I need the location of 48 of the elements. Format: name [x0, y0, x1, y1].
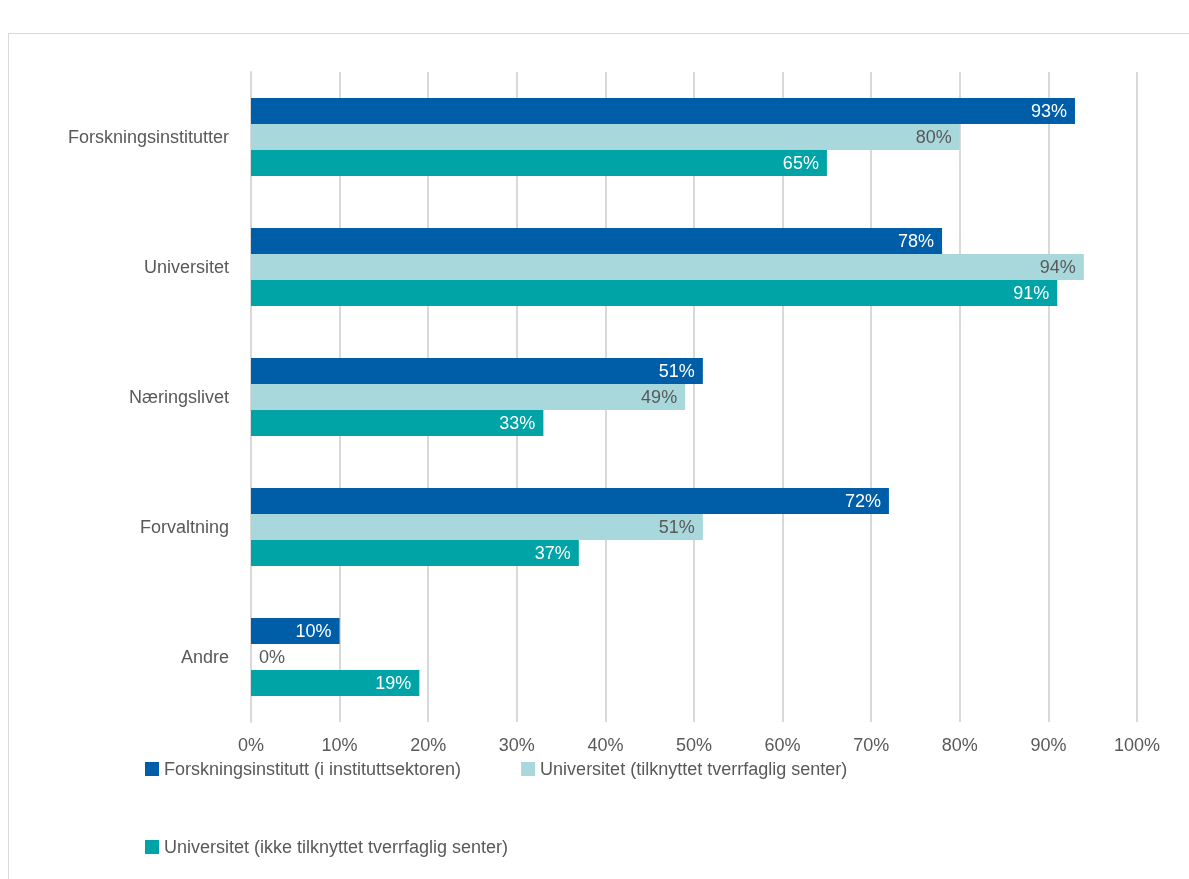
bar: [251, 124, 960, 150]
data-label: 37%: [534, 543, 571, 563]
data-label: 72%: [844, 491, 881, 511]
x-tick-label: 20%: [410, 735, 447, 755]
bar: [251, 150, 827, 176]
x-tick-label: 70%: [853, 735, 890, 755]
data-label: 49%: [641, 387, 678, 407]
bar: [251, 618, 340, 644]
bar: [251, 228, 943, 254]
y-tick-label: Forskningsinstitutter: [67, 127, 229, 147]
bar: [251, 358, 703, 384]
bar: [251, 514, 703, 540]
data-label: 51%: [658, 517, 695, 537]
legend-label: Forskningsinstitutt (i instituttsektoren): [164, 759, 462, 779]
data-label: 19%: [375, 673, 412, 693]
x-tick-label: 60%: [764, 735, 801, 755]
x-tick-label: 80%: [941, 735, 978, 755]
data-label: 33%: [499, 413, 536, 433]
bar: [251, 670, 420, 696]
legend-label: Universitet (ikke tilknyttet tverrfaglig senter): [164, 837, 509, 857]
data-label: 51%: [658, 361, 695, 381]
y-tick-label: Universitet: [143, 257, 229, 277]
bar: [251, 280, 1058, 306]
y-tick-label: Andre: [180, 647, 229, 667]
data-label: 93%: [1030, 101, 1067, 121]
x-tick-label: 50%: [675, 735, 713, 755]
bar: [251, 540, 579, 566]
bar: [251, 254, 1084, 280]
x-tick-label: 10%: [321, 735, 358, 755]
data-label: 94%: [1039, 257, 1076, 277]
x-tick-label: 0%: [237, 735, 265, 755]
bar: [251, 98, 1075, 124]
y-tick-label: Forvaltning: [139, 517, 229, 537]
bar: [251, 410, 544, 436]
data-label: 78%: [898, 231, 935, 251]
x-tick-label: 100%: [1113, 735, 1161, 755]
data-label: 65%: [782, 153, 819, 173]
y-tick-label: Næringslivet: [128, 387, 229, 407]
bar: [251, 488, 889, 514]
legend-label: Universitet (tilknyttet tverrfaglig senter): [540, 759, 848, 779]
data-label: 10%: [295, 621, 332, 641]
x-tick-label: 30%: [498, 735, 535, 755]
data-label: 91%: [1013, 283, 1050, 303]
data-label: 0%: [259, 647, 286, 667]
data-label: 80%: [915, 127, 952, 147]
x-tick-label: 90%: [1030, 735, 1067, 755]
x-tick-label: 40%: [587, 735, 624, 755]
bar: [251, 384, 686, 410]
